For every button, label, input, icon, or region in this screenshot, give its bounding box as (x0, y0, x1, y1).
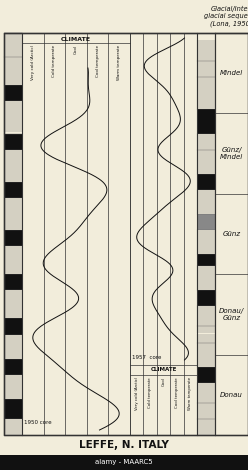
Text: CLIMATE: CLIMATE (61, 37, 91, 42)
Text: Cool: Cool (161, 377, 165, 386)
Bar (197, 110, 215, 133)
Bar (4, 335, 22, 359)
Bar (4, 33, 22, 57)
Bar (197, 77, 215, 110)
Text: Donau/
Günz: Donau/ Günz (219, 308, 244, 321)
Bar (0, 455, 248, 470)
Bar (4, 102, 22, 133)
Text: Günz/
Mindel: Günz/ Mindel (220, 147, 243, 160)
Bar (4, 246, 22, 274)
Bar (4, 419, 22, 435)
Bar (4, 198, 22, 230)
Text: Glacial/Inter-
glacial sequence
(Lona, 1950): Glacial/Inter- glacial sequence (Lona, 1… (204, 6, 248, 27)
Bar (197, 174, 215, 190)
Text: 1957  core: 1957 core (132, 355, 161, 360)
Text: Donau: Donau (220, 392, 243, 398)
Bar (4, 274, 22, 290)
Bar (197, 190, 215, 214)
Bar (4, 399, 22, 419)
Bar (197, 230, 215, 254)
Bar (4, 133, 22, 149)
Text: Cool: Cool (74, 45, 78, 54)
Text: LEFFE, N. ITALY: LEFFE, N. ITALY (79, 440, 169, 450)
Bar (197, 214, 215, 230)
Bar (4, 290, 22, 318)
Bar (4, 182, 22, 198)
Bar (197, 367, 215, 383)
Bar (4, 375, 22, 399)
Bar (197, 61, 215, 77)
Text: Günz: Günz (222, 231, 241, 237)
Bar (4, 149, 22, 182)
Bar (197, 419, 215, 435)
Text: Cold temperate: Cold temperate (52, 45, 56, 77)
Bar (4, 33, 248, 435)
Bar (197, 254, 215, 266)
Bar (197, 290, 215, 306)
Text: alamy - MAARC5: alamy - MAARC5 (95, 459, 153, 465)
Text: Mindel: Mindel (220, 70, 243, 76)
Bar (197, 41, 215, 61)
Bar (4, 57, 22, 85)
Bar (4, 230, 22, 246)
Text: Cool temperate: Cool temperate (175, 377, 179, 407)
Text: Warm temperate: Warm temperate (188, 377, 192, 410)
Bar (197, 306, 215, 327)
Bar (197, 266, 215, 290)
Bar (4, 359, 22, 375)
Bar (4, 85, 22, 102)
Bar (197, 343, 215, 367)
Text: 1950 core: 1950 core (24, 420, 52, 425)
Text: Cold temperate: Cold temperate (148, 377, 152, 407)
Bar (4, 318, 22, 335)
Bar (197, 403, 215, 419)
Bar (197, 149, 215, 174)
Bar (197, 383, 215, 403)
Text: Very cold (Arctic): Very cold (Arctic) (31, 45, 35, 80)
Text: Warm temperate: Warm temperate (117, 45, 121, 80)
Text: Very cold (Arctic): Very cold (Arctic) (135, 377, 139, 410)
Bar (0, 435, 248, 455)
Bar (197, 133, 215, 149)
Bar (4, 33, 248, 435)
Text: CLIMATE: CLIMATE (150, 367, 177, 372)
Text: Cool temperate: Cool temperate (95, 45, 100, 77)
Bar (197, 327, 215, 343)
